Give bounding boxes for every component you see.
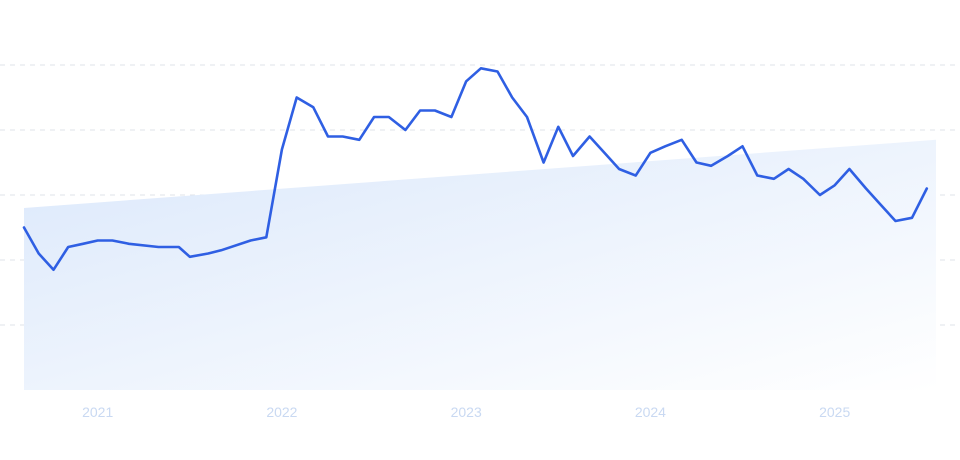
data-point bbox=[894, 219, 898, 223]
x-tick-label: 2021 bbox=[82, 404, 113, 420]
trend-band bbox=[24, 139, 936, 390]
data-point bbox=[387, 115, 391, 119]
data-point bbox=[188, 255, 192, 259]
data-point bbox=[556, 125, 560, 129]
data-point bbox=[833, 183, 837, 187]
trend-area bbox=[24, 139, 936, 390]
data-point bbox=[177, 245, 181, 249]
data-point bbox=[357, 138, 361, 142]
data-point bbox=[341, 135, 345, 139]
data-point bbox=[510, 96, 514, 100]
data-point bbox=[479, 66, 483, 70]
data-point bbox=[418, 109, 422, 113]
data-point bbox=[741, 144, 745, 148]
data-point bbox=[449, 115, 453, 119]
data-point bbox=[403, 128, 407, 132]
data-point bbox=[311, 105, 315, 109]
data-point bbox=[663, 144, 667, 148]
data-point bbox=[496, 70, 500, 74]
data-point bbox=[280, 148, 284, 152]
series-layer bbox=[22, 67, 929, 272]
data-point bbox=[680, 138, 684, 142]
data-point bbox=[464, 79, 468, 83]
data-point bbox=[617, 167, 621, 171]
data-point bbox=[571, 154, 575, 158]
x-axis: 2021 2022 2023 2024 2025 bbox=[82, 404, 850, 420]
data-point bbox=[709, 164, 713, 168]
data-point bbox=[295, 96, 299, 100]
data-point bbox=[127, 242, 131, 246]
data-point bbox=[588, 135, 592, 139]
data-point bbox=[695, 161, 699, 165]
data-point bbox=[879, 203, 883, 207]
data-point bbox=[818, 193, 822, 197]
data-point bbox=[542, 161, 546, 165]
data-point bbox=[37, 252, 41, 256]
data-point bbox=[96, 239, 100, 243]
data-point bbox=[864, 187, 868, 191]
x-tick-label: 2023 bbox=[451, 404, 482, 420]
data-point bbox=[249, 239, 253, 243]
data-point bbox=[755, 174, 759, 178]
data-point bbox=[66, 245, 70, 249]
data-point bbox=[52, 268, 56, 272]
x-tick-label: 2024 bbox=[635, 404, 666, 420]
data-point bbox=[787, 167, 791, 171]
data-point bbox=[634, 174, 638, 178]
data-point bbox=[372, 115, 376, 119]
data-point bbox=[648, 151, 652, 155]
data-point bbox=[925, 187, 929, 191]
data-point bbox=[157, 245, 161, 249]
x-tick-label: 2022 bbox=[266, 404, 297, 420]
data-point bbox=[264, 235, 268, 239]
data-point bbox=[326, 135, 330, 139]
data-point bbox=[219, 248, 223, 252]
data-point bbox=[110, 239, 114, 243]
data-point bbox=[726, 154, 730, 158]
data-point bbox=[433, 109, 437, 113]
data-point bbox=[81, 242, 85, 246]
data-point bbox=[772, 177, 776, 181]
data-point bbox=[602, 151, 606, 155]
x-tick-label: 2025 bbox=[819, 404, 850, 420]
data-point bbox=[910, 216, 914, 220]
data-point bbox=[206, 252, 210, 256]
data-point bbox=[847, 167, 851, 171]
series-line bbox=[22, 67, 929, 272]
data-point bbox=[801, 177, 805, 181]
data-point bbox=[22, 226, 26, 230]
data-point bbox=[525, 115, 529, 119]
